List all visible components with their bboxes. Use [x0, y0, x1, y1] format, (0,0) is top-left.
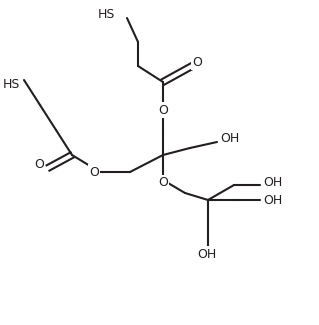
Text: O: O [158, 103, 168, 116]
Text: HS: HS [98, 7, 115, 20]
Text: O: O [34, 159, 44, 172]
Text: OH: OH [197, 248, 217, 261]
Text: OH: OH [263, 193, 282, 206]
Text: HS: HS [3, 77, 20, 90]
Text: OH: OH [220, 132, 239, 145]
Text: O: O [89, 165, 99, 178]
Text: O: O [192, 56, 202, 69]
Text: OH: OH [263, 176, 282, 189]
Text: O: O [158, 176, 168, 189]
